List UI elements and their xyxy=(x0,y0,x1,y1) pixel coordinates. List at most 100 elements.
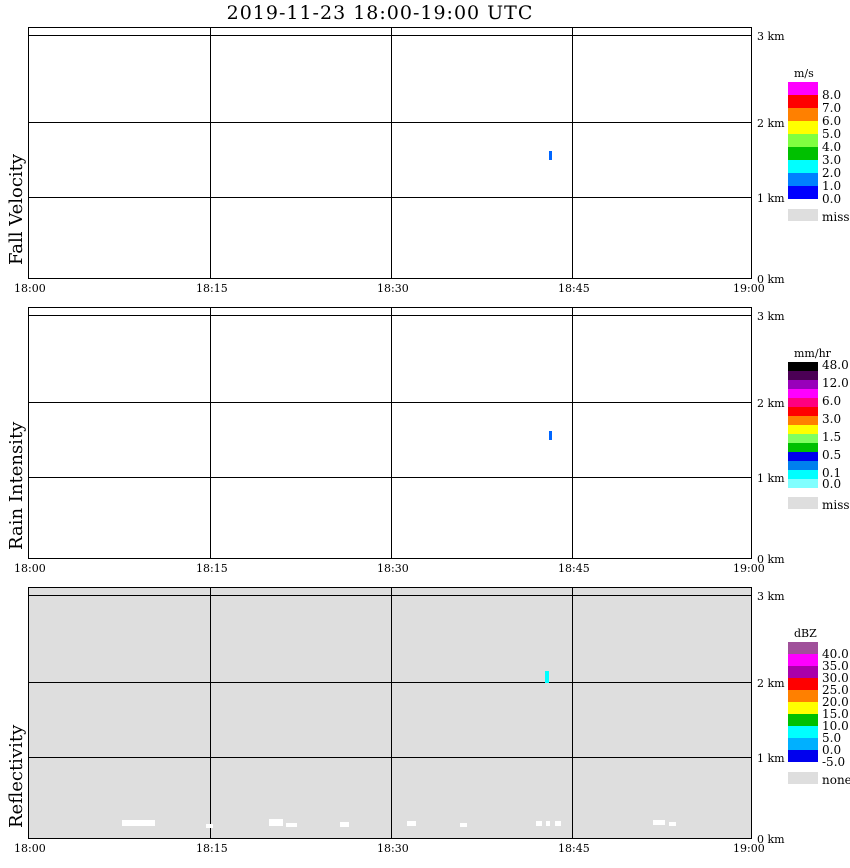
colorbar-swatch xyxy=(788,750,818,762)
ytick-mark xyxy=(29,35,35,36)
colorbar-swatch xyxy=(788,160,818,173)
plot-area-fall-velocity[interactable] xyxy=(28,27,752,279)
plot-area-reflectivity[interactable] xyxy=(28,587,752,839)
panel-reflectivity-ylabel: Reflectivity xyxy=(6,724,27,828)
nodata-patch xyxy=(269,819,283,826)
ytick-2km: 2 km xyxy=(757,397,785,410)
colorbar-swatch xyxy=(788,147,818,160)
colorbar-tick-label: 40.0 xyxy=(822,647,849,661)
colorbar-tick-label: 30.0 xyxy=(822,671,849,685)
data-mark xyxy=(549,151,552,160)
colorbar-missing-label: miss xyxy=(822,498,850,512)
colorbar-units-mmhr: mm/hr xyxy=(794,347,831,360)
nodata-patch xyxy=(407,821,416,826)
colorbar-swatch xyxy=(788,654,818,666)
ytick-2km: 2 km xyxy=(757,117,785,130)
colorbar-tick-label: 4.0 xyxy=(822,140,842,154)
nodata-patch xyxy=(536,821,542,826)
colorbar-tick-label: 5.0 xyxy=(822,731,842,745)
colorbar-swatch xyxy=(788,108,818,121)
gridline-vertical xyxy=(572,308,573,558)
ytick-1km: 1 km xyxy=(757,472,785,485)
colorbar-tick-label: 0.0 xyxy=(822,192,842,206)
panel-fall-velocity-ylabel: Fall Velocity xyxy=(6,153,27,265)
nodata-patch xyxy=(206,824,213,828)
ytick-1km: 1 km xyxy=(757,752,785,765)
gridline-horizontal xyxy=(29,35,751,36)
colorbar-swatch xyxy=(788,416,818,425)
colorbar-swatch xyxy=(788,678,818,690)
gridline-vertical xyxy=(572,28,573,278)
colorbar-swatch xyxy=(788,121,818,134)
ytick-mark xyxy=(29,757,35,758)
nodata-patch xyxy=(286,823,297,827)
ytick-mark xyxy=(29,682,35,683)
colorbar-tick-label: 1.5 xyxy=(822,430,842,444)
colorbar-tick-label: 6.0 xyxy=(822,394,842,408)
gridline-horizontal xyxy=(29,757,751,758)
colorbar-tick-label: 25.0 xyxy=(822,683,849,697)
xtick-1815: 18:15 xyxy=(196,562,228,575)
gridline-vertical xyxy=(210,28,211,278)
data-mark xyxy=(545,671,549,683)
xtick-1845: 18:45 xyxy=(558,842,590,855)
colorbar-tick-label: 10.0 xyxy=(822,719,849,733)
ytick-mark xyxy=(29,838,35,839)
colorbar-swatch xyxy=(788,371,818,380)
colorbar-tick-label: 2.0 xyxy=(822,166,842,180)
xtick-1845: 18:45 xyxy=(558,562,590,575)
ytick-0km: 0 km xyxy=(757,553,785,566)
colorbar-swatch xyxy=(788,461,818,470)
gridline-horizontal xyxy=(29,315,751,316)
colorbar-tick-label: 48.0 xyxy=(822,358,849,372)
xtick-1900: 19:00 xyxy=(733,842,765,855)
colorbar-swatch xyxy=(788,398,818,407)
xtick-1815: 18:15 xyxy=(196,842,228,855)
colorbar-swatch xyxy=(788,389,818,398)
colorbar-tick-label: 35.0 xyxy=(822,659,849,673)
xtick-1800: 18:00 xyxy=(14,562,46,575)
colorbar-tick-label: 0.1 xyxy=(822,466,842,480)
data-mark xyxy=(549,431,552,440)
gridline-vertical xyxy=(391,588,392,838)
nodata-patch xyxy=(653,820,665,825)
colorbar-tick-label: 8.0 xyxy=(822,88,842,102)
colorbar-swatch xyxy=(788,425,818,434)
gridline-vertical xyxy=(210,588,211,838)
colorbar-swatch xyxy=(788,738,818,750)
nodata-patch xyxy=(555,821,561,826)
figure-title: 2019-11-23 18:00-19:00 UTC xyxy=(226,2,534,24)
gridline-horizontal xyxy=(29,682,751,683)
colorbar-tick-label: -5.0 xyxy=(822,755,846,769)
xtick-1900: 19:00 xyxy=(733,562,765,575)
colorbar-tick-label: 6.0 xyxy=(822,114,842,128)
colorbar-missing-swatch xyxy=(788,209,818,221)
colorbar-swatch xyxy=(788,452,818,461)
colorbar-swatch xyxy=(788,690,818,702)
colorbar-units-ms: m/s xyxy=(794,67,814,80)
gridline-horizontal xyxy=(29,477,751,478)
ytick-0km: 0 km xyxy=(757,273,785,286)
colorbar-tick-label: 0.0 xyxy=(822,477,842,491)
colorbar-units-dbz: dBZ xyxy=(794,627,817,640)
nodata-patch xyxy=(546,821,550,826)
ytick-mark xyxy=(29,595,35,596)
gridline-vertical xyxy=(391,28,392,278)
xtick-1830: 18:30 xyxy=(377,842,409,855)
ytick-mark xyxy=(29,315,35,316)
nodata-patch xyxy=(460,823,467,827)
ytick-mark xyxy=(29,558,35,559)
colorbar-swatch xyxy=(788,443,818,452)
colorbar-tick-label: 0.0 xyxy=(822,743,842,757)
plot-area-rain-intensity[interactable] xyxy=(28,307,752,559)
colorbar-tick-label: 15.0 xyxy=(822,707,849,721)
colorbar-tick-label: 0.5 xyxy=(822,448,842,462)
nodata-patch xyxy=(340,822,349,827)
panel-rain-intensity-ylabel: Rain Intensity xyxy=(6,421,27,550)
colorbar-tick-label: 7.0 xyxy=(822,101,842,115)
ytick-3km: 3 km xyxy=(757,310,785,323)
colorbar-swatch xyxy=(788,666,818,678)
colorbar-swatch xyxy=(788,95,818,108)
xtick-1830: 18:30 xyxy=(377,562,409,575)
